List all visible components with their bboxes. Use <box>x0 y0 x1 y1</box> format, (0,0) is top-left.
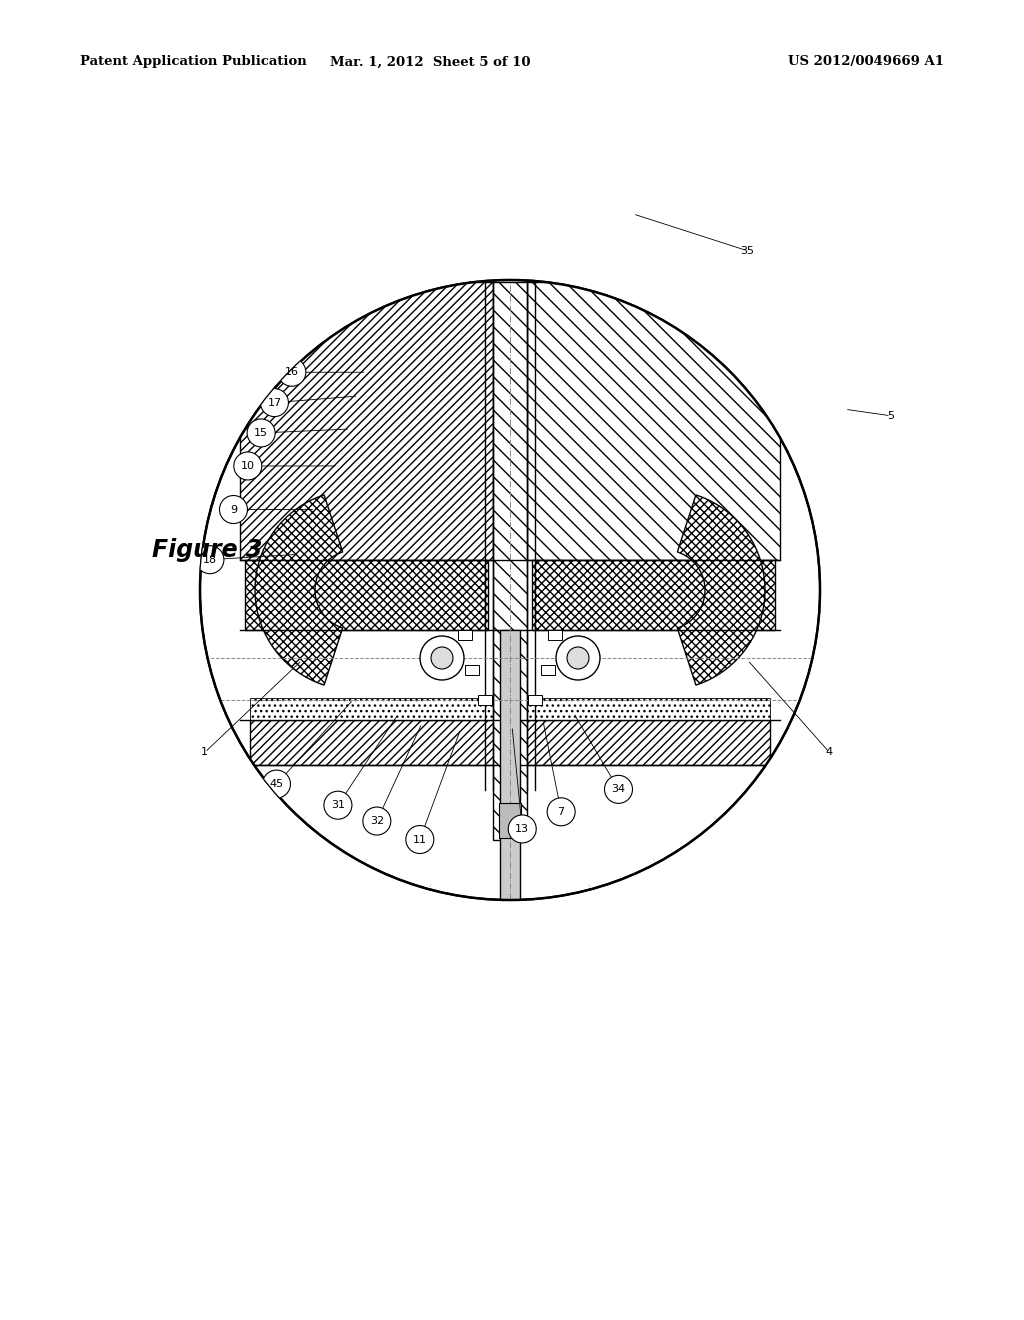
Text: 1: 1 <box>202 747 208 758</box>
Polygon shape <box>677 495 765 685</box>
Text: 45: 45 <box>269 779 284 789</box>
Text: 18: 18 <box>203 554 217 565</box>
Bar <box>465 665 479 675</box>
Circle shape <box>278 358 306 387</box>
Circle shape <box>567 647 589 669</box>
Text: 32: 32 <box>370 816 384 826</box>
Circle shape <box>324 791 352 820</box>
Text: 9: 9 <box>230 504 237 515</box>
Text: 10: 10 <box>241 461 255 471</box>
Polygon shape <box>240 282 493 560</box>
Circle shape <box>420 636 464 680</box>
Bar <box>478 696 492 705</box>
Circle shape <box>262 770 291 799</box>
Circle shape <box>815 738 844 767</box>
Circle shape <box>196 545 224 574</box>
Circle shape <box>190 738 219 767</box>
Circle shape <box>431 647 453 669</box>
Circle shape <box>733 236 762 265</box>
Text: Mar. 1, 2012  Sheet 5 of 10: Mar. 1, 2012 Sheet 5 of 10 <box>330 55 530 69</box>
Text: 5: 5 <box>888 411 894 421</box>
Text: 11: 11 <box>413 834 427 845</box>
Text: 35: 35 <box>740 246 755 256</box>
Text: 13: 13 <box>515 824 529 834</box>
Circle shape <box>260 388 289 417</box>
Circle shape <box>247 418 275 447</box>
Bar <box>548 630 562 640</box>
Circle shape <box>406 825 434 854</box>
Text: 34: 34 <box>611 784 626 795</box>
Polygon shape <box>493 282 527 840</box>
Polygon shape <box>250 719 770 766</box>
Circle shape <box>604 775 633 804</box>
Circle shape <box>547 797 575 826</box>
Text: 17: 17 <box>267 397 282 408</box>
Text: Figure 3: Figure 3 <box>152 539 262 562</box>
Circle shape <box>508 814 537 843</box>
Bar <box>541 665 555 675</box>
Text: Patent Application Publication: Patent Application Publication <box>80 55 307 69</box>
Circle shape <box>219 495 248 524</box>
Text: 16: 16 <box>285 367 299 378</box>
Polygon shape <box>527 282 780 560</box>
Polygon shape <box>532 560 775 630</box>
Circle shape <box>200 280 820 900</box>
Bar <box>458 630 472 640</box>
Text: 15: 15 <box>254 428 268 438</box>
Bar <box>528 696 542 705</box>
Text: US 2012/0049669 A1: US 2012/0049669 A1 <box>788 55 944 69</box>
Text: 7: 7 <box>558 807 564 817</box>
Polygon shape <box>250 698 770 719</box>
Polygon shape <box>245 560 488 630</box>
Circle shape <box>233 451 262 480</box>
Circle shape <box>877 401 905 430</box>
Circle shape <box>556 636 600 680</box>
Circle shape <box>362 807 391 836</box>
Text: 31: 31 <box>331 800 345 810</box>
Polygon shape <box>255 495 343 685</box>
Bar <box>499 803 521 837</box>
Text: 4: 4 <box>826 747 833 758</box>
Bar <box>500 630 520 920</box>
